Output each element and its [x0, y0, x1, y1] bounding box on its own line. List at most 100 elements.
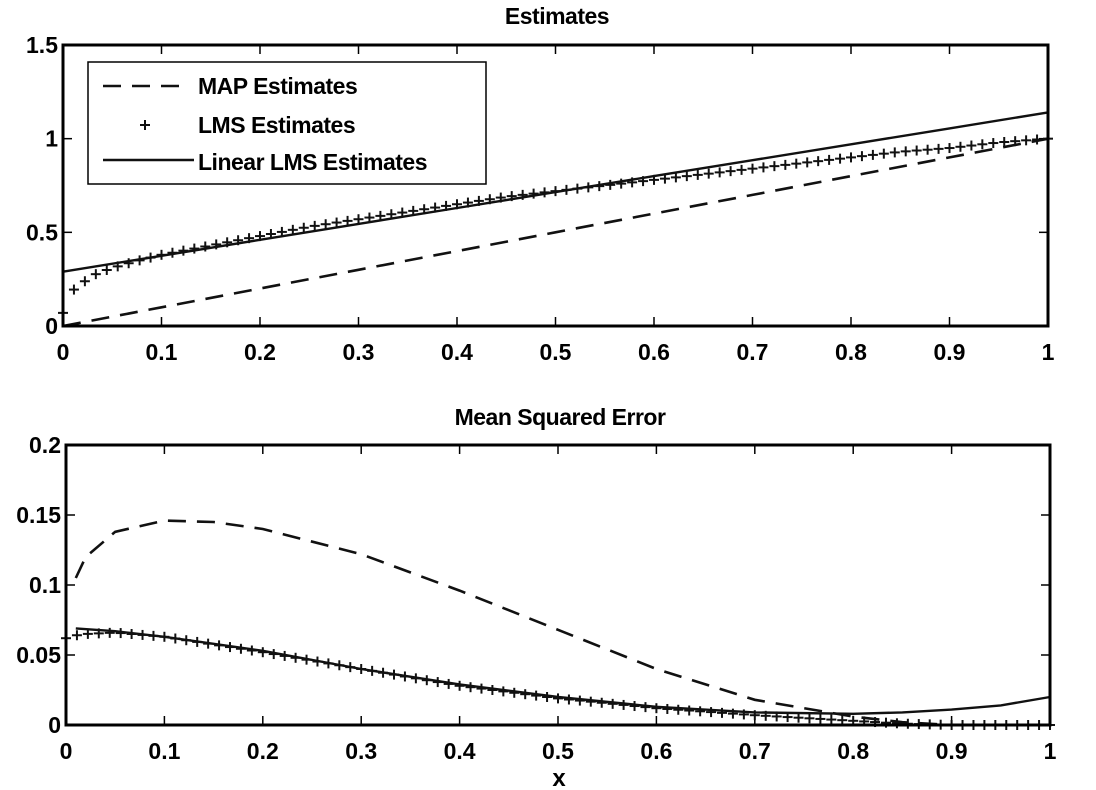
plus-marker	[673, 704, 684, 715]
mse-series	[61, 519, 1055, 730]
plus-marker	[758, 162, 769, 173]
mse-axes-frame	[64, 443, 1052, 727]
plus-marker	[1032, 134, 1043, 145]
y-tick-label: 0.1	[29, 572, 61, 598]
plus-marker	[856, 151, 867, 162]
plus-marker	[528, 188, 539, 199]
x-tick-label: 0.7	[739, 738, 771, 764]
x-tick-label: 0.6	[638, 339, 670, 365]
x-tick-label: 0.5	[540, 339, 572, 365]
x-tick-label: 0.1	[148, 738, 180, 764]
plus-marker	[651, 703, 662, 714]
x-tick-label: 0.3	[345, 738, 377, 764]
plus-marker	[933, 143, 944, 154]
mse-panel: Mean Squared Error 0 0.1 0.2 0.3 0.4 0.5 0.6 0.…	[16, 404, 1056, 790]
mse-tick-labels: 0 0.1 0.2 0.3 0.4 0.5 0.6 0.7 0.8 0.9 1 0 0.05 0.1 0.1…	[16, 432, 1056, 764]
plus-marker	[104, 627, 115, 638]
plus-marker	[101, 265, 112, 276]
plus-marker	[90, 269, 101, 280]
x-tick-label: 0.7	[737, 339, 769, 365]
x-tick-label: 0.8	[837, 738, 869, 764]
plus-marker	[977, 139, 988, 150]
plus-marker	[966, 140, 977, 151]
y-tick-label: 0	[45, 313, 58, 339]
plus-marker	[681, 171, 692, 182]
plus-marker	[780, 159, 791, 170]
legend-lms-label: LMS Estimates	[198, 112, 355, 138]
plus-marker	[298, 222, 309, 233]
plus-marker	[736, 164, 747, 175]
plus-marker	[804, 713, 815, 724]
plus-marker	[824, 154, 835, 165]
y-tick-label: 0.5	[26, 219, 58, 245]
x-tick-label: 0.2	[247, 738, 279, 764]
x-tick-label: 0.5	[542, 738, 574, 764]
plus-marker	[889, 147, 900, 158]
plus-marker	[309, 220, 320, 231]
mse-title: Mean Squared Error	[455, 404, 666, 430]
x-tick-label: 1	[1044, 738, 1057, 764]
plus-marker	[695, 706, 706, 717]
plus-marker	[791, 158, 802, 169]
plus-marker	[684, 705, 695, 716]
y-tick-label: 1.5	[26, 32, 58, 58]
plus-marker	[287, 224, 298, 235]
estimates-series-map-estimates	[62, 137, 1049, 328]
legend-box	[87, 61, 487, 185]
legend-lms-swatch	[140, 120, 150, 130]
plus-marker	[68, 284, 79, 295]
plus-marker	[900, 146, 911, 157]
plus-marker	[835, 153, 846, 164]
plus-marker	[802, 157, 813, 168]
plus-marker	[1010, 136, 1021, 147]
legend-map-label: MAP Estimates	[198, 73, 357, 99]
plus-marker	[353, 214, 364, 225]
x-tick-label: 0.4	[444, 738, 476, 764]
x-tick-label: 0.9	[934, 339, 966, 365]
plus-marker	[331, 217, 342, 228]
x-tick-label: 0	[57, 339, 70, 365]
plus-marker	[82, 628, 93, 639]
plus-marker	[911, 145, 922, 156]
plus-marker	[988, 138, 999, 149]
estimates-tick-labels: 0 0.1 0.2 0.3 0.4 0.5 0.6 0.7 0.8 0.9 1 0 0.5 1 1.5	[26, 32, 1055, 365]
plus-marker	[747, 163, 758, 174]
y-tick-label: 0.15	[16, 502, 61, 528]
plus-marker	[891, 718, 902, 729]
x-tick-label: 0.8	[835, 339, 867, 365]
plus-marker	[1021, 135, 1032, 146]
plus-marker	[189, 243, 200, 254]
plus-marker	[867, 149, 878, 160]
plus-marker	[944, 143, 955, 154]
x-tick-label: 0.1	[146, 339, 178, 365]
plus-marker	[999, 136, 1010, 147]
plus-marker	[364, 212, 375, 223]
estimates-axes-frame	[61, 43, 1050, 328]
y-tick-label: 0.05	[16, 642, 61, 668]
x-tick-label: 1	[1042, 339, 1055, 365]
x-tick-label: 0.9	[936, 738, 968, 764]
estimates-series-linear-lms-estimates	[62, 111, 1049, 273]
plus-marker	[815, 713, 826, 724]
estimates-title: Estimates	[505, 3, 609, 29]
mse-ticks	[65, 444, 1051, 726]
x-tick-label: 0	[60, 738, 73, 764]
x-tick-label: 0.4	[441, 339, 473, 365]
plus-marker	[846, 152, 856, 163]
plus-marker	[79, 276, 90, 287]
plus-marker	[692, 169, 703, 180]
y-tick-label: 1	[45, 126, 58, 152]
estimates-legend: MAP Estimates LMS Estimates Linear LMS E…	[87, 61, 487, 185]
estimates-series	[58, 111, 1053, 328]
y-tick-label: 0.2	[29, 432, 61, 458]
legend-linear-label: Linear LMS Estimates	[198, 149, 427, 175]
plus-marker	[955, 141, 966, 152]
plus-marker	[320, 219, 331, 230]
x-tick-label: 0.2	[244, 339, 276, 365]
y-tick-label: 0	[48, 712, 61, 738]
plus-marker	[662, 703, 673, 714]
plus-marker	[769, 161, 780, 172]
plus-marker	[71, 630, 82, 641]
plus-marker	[922, 144, 933, 155]
